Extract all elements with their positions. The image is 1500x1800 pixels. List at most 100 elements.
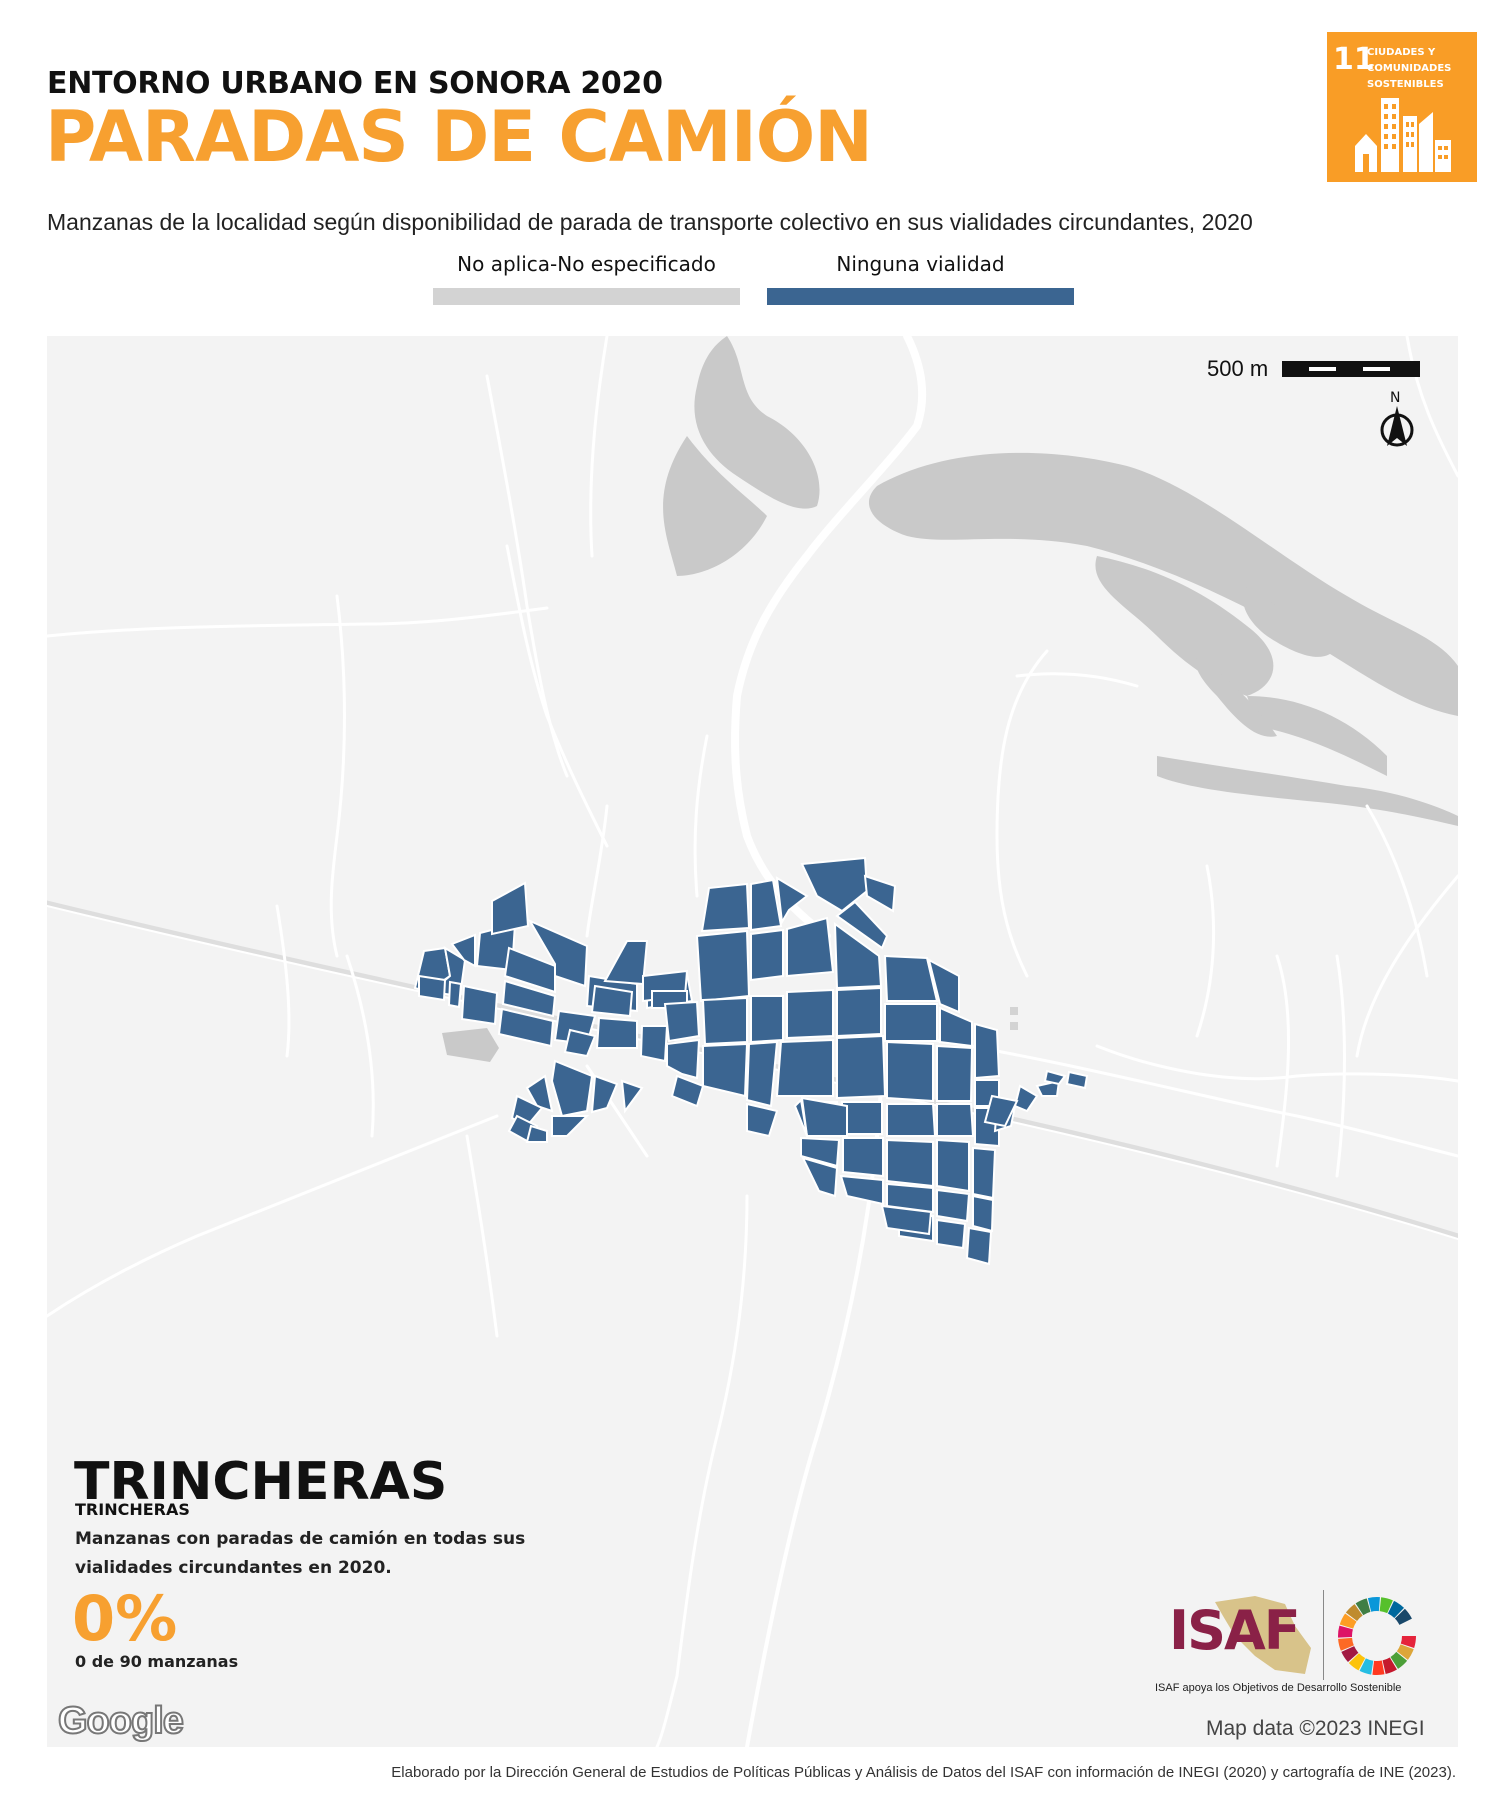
north-arrow-icon <box>1380 406 1414 447</box>
urban-block <box>775 876 809 926</box>
legend-swatch-gray <box>433 288 740 305</box>
map-description: Manzanas de la localidad según disponibi… <box>47 209 1253 235</box>
urban-block <box>639 1025 669 1063</box>
urban-block <box>836 1034 887 1100</box>
legend-item-no-aplica: No aplica-No especificado <box>433 252 740 305</box>
urban-block <box>746 1102 779 1138</box>
isaf-wordmark: ISAF <box>1169 1599 1301 1662</box>
urban-block <box>551 1115 590 1137</box>
scale-bar-graphic <box>1282 361 1421 377</box>
urban-block <box>460 984 499 1026</box>
urban-block <box>491 881 530 936</box>
sonora-map-icon <box>1215 1596 1311 1674</box>
urban-block <box>447 980 463 1009</box>
urban-block <box>595 1016 638 1049</box>
scale-label: 500 m <box>1207 356 1269 381</box>
urban-block <box>525 1124 548 1143</box>
locality-name: TRINCHERAS <box>75 1500 190 1519</box>
urban-block <box>750 995 784 1044</box>
urban-block <box>886 1040 934 1103</box>
urban-block <box>745 1040 779 1108</box>
urban-block <box>550 1059 594 1118</box>
urban-block <box>695 929 751 1003</box>
sdg-label-line: COMUNIDADES <box>1367 63 1452 74</box>
sdg-11-badge: 11 CIUDADES Y COMUNIDADES SOSTENIBLES <box>1327 32 1477 182</box>
urban-block <box>983 1094 1019 1128</box>
urban-block <box>886 1182 934 1214</box>
urban-block <box>974 1022 1001 1080</box>
urban-block <box>939 1006 973 1048</box>
urban-block <box>833 921 883 990</box>
sdg-label-line: SOSTENIBLES <box>1367 79 1444 90</box>
legend-label: No aplica-No especificado <box>457 252 716 276</box>
legend-item-ninguna: Ninguna vialidad <box>767 252 1074 305</box>
urban-block <box>786 988 834 1040</box>
urban-block <box>839 1174 884 1206</box>
urban-block <box>835 900 889 950</box>
urban-block <box>936 1138 970 1193</box>
urban-block <box>590 984 634 1018</box>
urban-block <box>750 878 783 932</box>
urban-block <box>972 1194 995 1233</box>
scale-bar: 500 m <box>1207 356 1421 382</box>
city-buildings-icon <box>1355 98 1451 172</box>
urban-block <box>836 986 882 1038</box>
urban-block <box>801 1156 839 1198</box>
urban-block <box>701 996 748 1046</box>
footer-credit: Elaborado por la Dirección General de Es… <box>391 1764 1456 1781</box>
urban-block <box>527 918 589 988</box>
urban-block <box>800 856 869 913</box>
isaf-divider <box>1323 1590 1324 1680</box>
sdg-label: CIUDADES Y COMUNIDADES SOSTENIBLES <box>1367 45 1471 93</box>
stat-value: 0% <box>72 1582 178 1655</box>
urban-block <box>800 1096 848 1137</box>
urban-block <box>1043 1069 1067 1086</box>
isaf-logo-block: ISAF ISAF apoya los Objetivos de Desarro… <box>1155 1590 1445 1700</box>
municipality-name: TRINCHERAS <box>74 1452 448 1512</box>
sdg-label-line: CIUDADES Y <box>1367 47 1436 58</box>
urban-block <box>936 1188 971 1223</box>
urban-block <box>700 882 751 933</box>
urban-block <box>880 1204 933 1236</box>
urban-block <box>497 1007 555 1048</box>
google-logo: Google <box>57 1699 185 1743</box>
urban-block <box>666 1038 701 1080</box>
map-panel[interactable]: 500 m N Google <box>47 336 1458 1747</box>
urban-block <box>863 874 897 913</box>
urban-block <box>936 1103 975 1137</box>
urban-block <box>590 1074 619 1114</box>
urban-block <box>800 1136 841 1168</box>
urban-block <box>936 1044 974 1102</box>
urban-block <box>750 928 784 982</box>
isaf-caption: ISAF apoya los Objetivos de Desarrollo S… <box>1155 1682 1402 1694</box>
urban-block <box>670 1074 705 1108</box>
urban-block <box>501 979 557 1018</box>
urban-block <box>418 974 447 1002</box>
page-title: PARADAS DE CAMIÓN <box>45 96 873 178</box>
urban-block <box>503 946 556 994</box>
urban-blocks <box>413 856 1089 1266</box>
urban-block <box>620 1079 644 1114</box>
urban-block <box>563 1028 597 1058</box>
urban-block <box>1065 1070 1089 1090</box>
north-label: N <box>1390 390 1401 406</box>
urban-block <box>786 916 835 978</box>
urban-block <box>603 940 649 986</box>
urban-block <box>927 958 960 1014</box>
urban-block <box>702 1042 749 1098</box>
urban-block <box>775 1038 834 1097</box>
unspecified-blocks <box>1010 1007 1018 1030</box>
urban-block <box>1013 1084 1039 1113</box>
urban-block <box>936 1218 967 1250</box>
stat-description: Manzanas con paradas de camión en todas … <box>75 1529 526 1578</box>
header-subtitle: ENTORNO URBANO EN SONORA 2020 <box>47 66 663 101</box>
urban-block <box>663 1000 701 1043</box>
legend-swatch-blue <box>767 288 1074 305</box>
stat-count: 0 de 90 manzanas <box>75 1652 239 1671</box>
map-attribution: Map data ©2023 INEGI <box>1206 1717 1425 1740</box>
urban-block <box>450 933 476 968</box>
urban-block <box>884 1003 938 1042</box>
urban-block <box>793 1097 808 1137</box>
urban-block <box>886 1103 937 1137</box>
urban-block <box>842 1137 884 1178</box>
